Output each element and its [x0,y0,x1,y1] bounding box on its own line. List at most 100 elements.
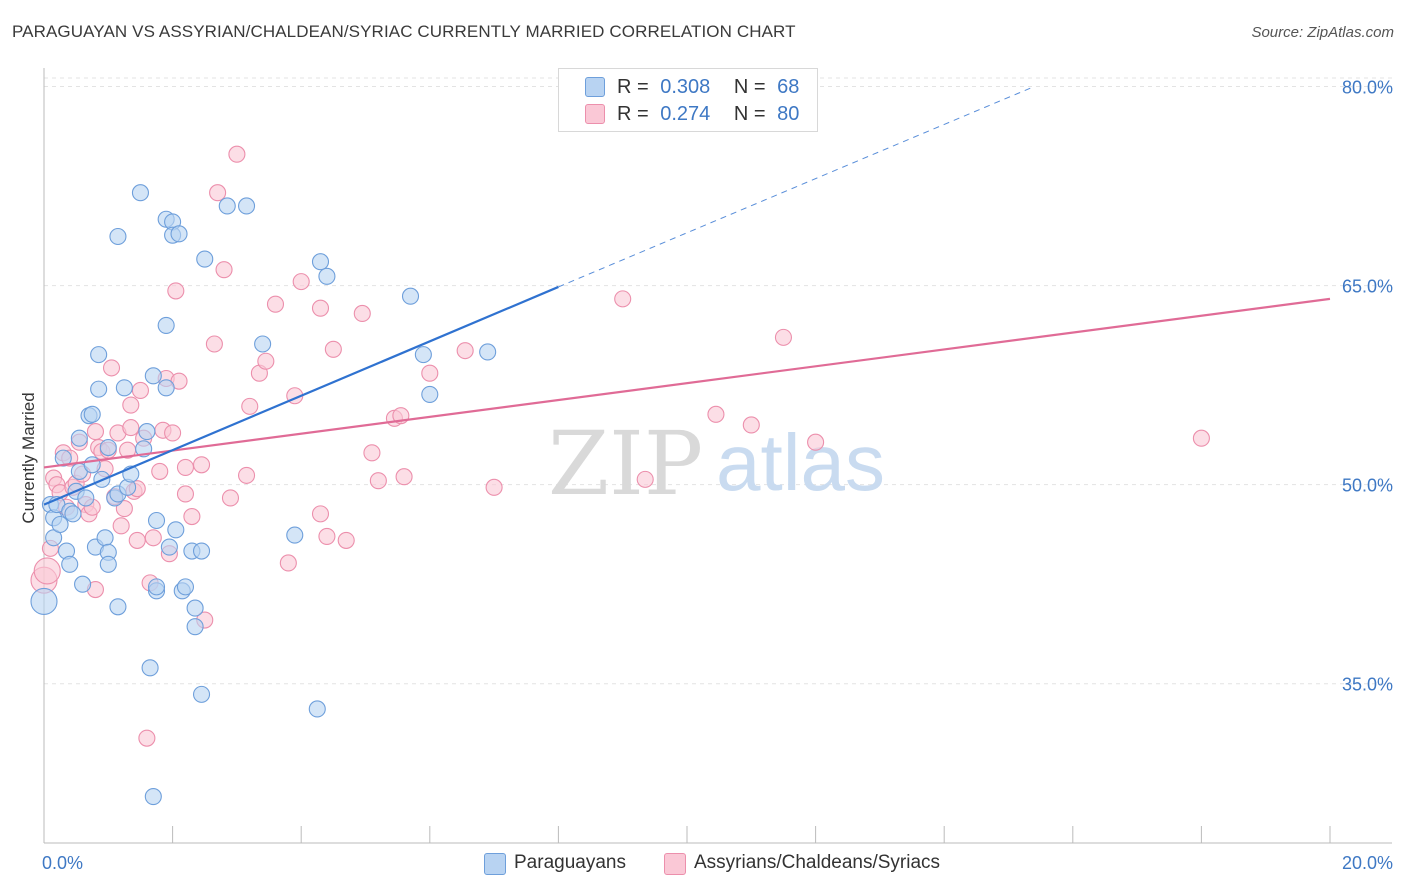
data-point [363,444,381,462]
data-point [131,381,149,400]
data-point [138,423,156,441]
grid-lines [44,77,1392,685]
legend-r-label: R = [617,75,649,98]
data-point [215,261,233,279]
data-point [90,380,108,398]
legend-swatch-blue [585,77,605,97]
data-point [115,379,133,397]
data-point [30,587,58,616]
data-point [401,287,420,305]
data-point [237,466,256,484]
trend-lines [43,86,1331,506]
data-point [147,578,166,596]
data-point [74,575,92,593]
y-tick-label: 35.0% [1342,675,1393,695]
data-point [353,304,371,323]
data-point [324,340,342,358]
data-point [241,397,259,415]
data-point [99,438,117,457]
data-point [209,184,227,202]
data-point [421,364,439,382]
data-point [1192,429,1210,447]
data-point [636,470,654,488]
data-point [167,521,185,539]
data-point [51,515,69,534]
data-point [33,557,61,585]
data-point [61,555,79,573]
data-point [205,335,223,353]
y-tick-label: 65.0% [1342,277,1393,297]
data-point [83,405,101,423]
data-point [228,145,246,163]
legend-r-value: 0.274 [660,102,711,125]
data-point [807,433,825,451]
trend-line-assyrians [43,297,1331,469]
data-point [266,295,285,313]
data-point [421,385,439,403]
data-point [144,788,162,806]
data-point [774,328,793,346]
data-point [221,489,240,507]
data-point [369,472,387,490]
legend-r-value: 0.308 [660,75,711,98]
trend-line-paraguayans [43,285,559,506]
data-point [318,527,336,545]
data-point [122,396,140,414]
data-point [131,184,149,202]
data-point [186,599,204,617]
y-tick-label: 80.0% [1342,78,1393,98]
data-point [456,342,474,360]
data-point [157,316,175,334]
watermark-zip: ZIP [548,412,703,515]
data-point [292,273,310,291]
correlation-legend: R = 0.308 N = 68 R = 0.274 N = 80 [558,68,818,132]
legend-n-value: 80 [777,102,800,125]
data-point [144,367,162,385]
data-point [86,423,104,441]
data-point [99,555,117,573]
data-point [70,429,88,447]
data-point [164,424,182,442]
data-point [192,456,211,474]
legend-n-value: 68 [777,75,800,98]
data-point [160,538,178,556]
data-point [122,419,140,437]
x-tick-label: 20.0% [1342,853,1393,873]
data-point [176,458,195,476]
legend-n-label: N = [733,75,766,98]
data-point [311,253,330,271]
y-tick-label: 50.0% [1342,476,1393,496]
data-point [109,227,127,246]
data-point [395,468,413,486]
data-point [151,462,169,480]
data-point [237,197,256,215]
data-point [83,456,101,474]
legend-swatch-pink [585,104,605,124]
x-tick-label: 0.0% [42,853,83,873]
data-point [311,299,330,317]
data-point [96,529,114,547]
axes [43,68,1392,844]
data-point [170,225,188,243]
data-point [102,359,121,377]
bottom-legend-label: Paraguayans [514,852,626,873]
data-point [144,529,162,547]
series-paraguayans-points [30,184,497,806]
data-point [485,478,503,496]
watermark-atlas: atlas [716,418,885,507]
data-point [192,542,211,560]
chart-source: Source: ZipAtlas.com [1251,24,1394,41]
data-point [414,346,432,364]
legend-r-label: R = [617,102,649,125]
bottom-legend-swatch-blue [484,853,506,875]
data-point [279,554,297,572]
data-point [311,505,330,523]
data-point [167,282,185,300]
data-point [183,507,201,526]
data-point [138,729,156,747]
data-point [147,511,166,530]
data-point [157,379,175,397]
data-point [742,416,760,434]
data-point [614,290,632,308]
